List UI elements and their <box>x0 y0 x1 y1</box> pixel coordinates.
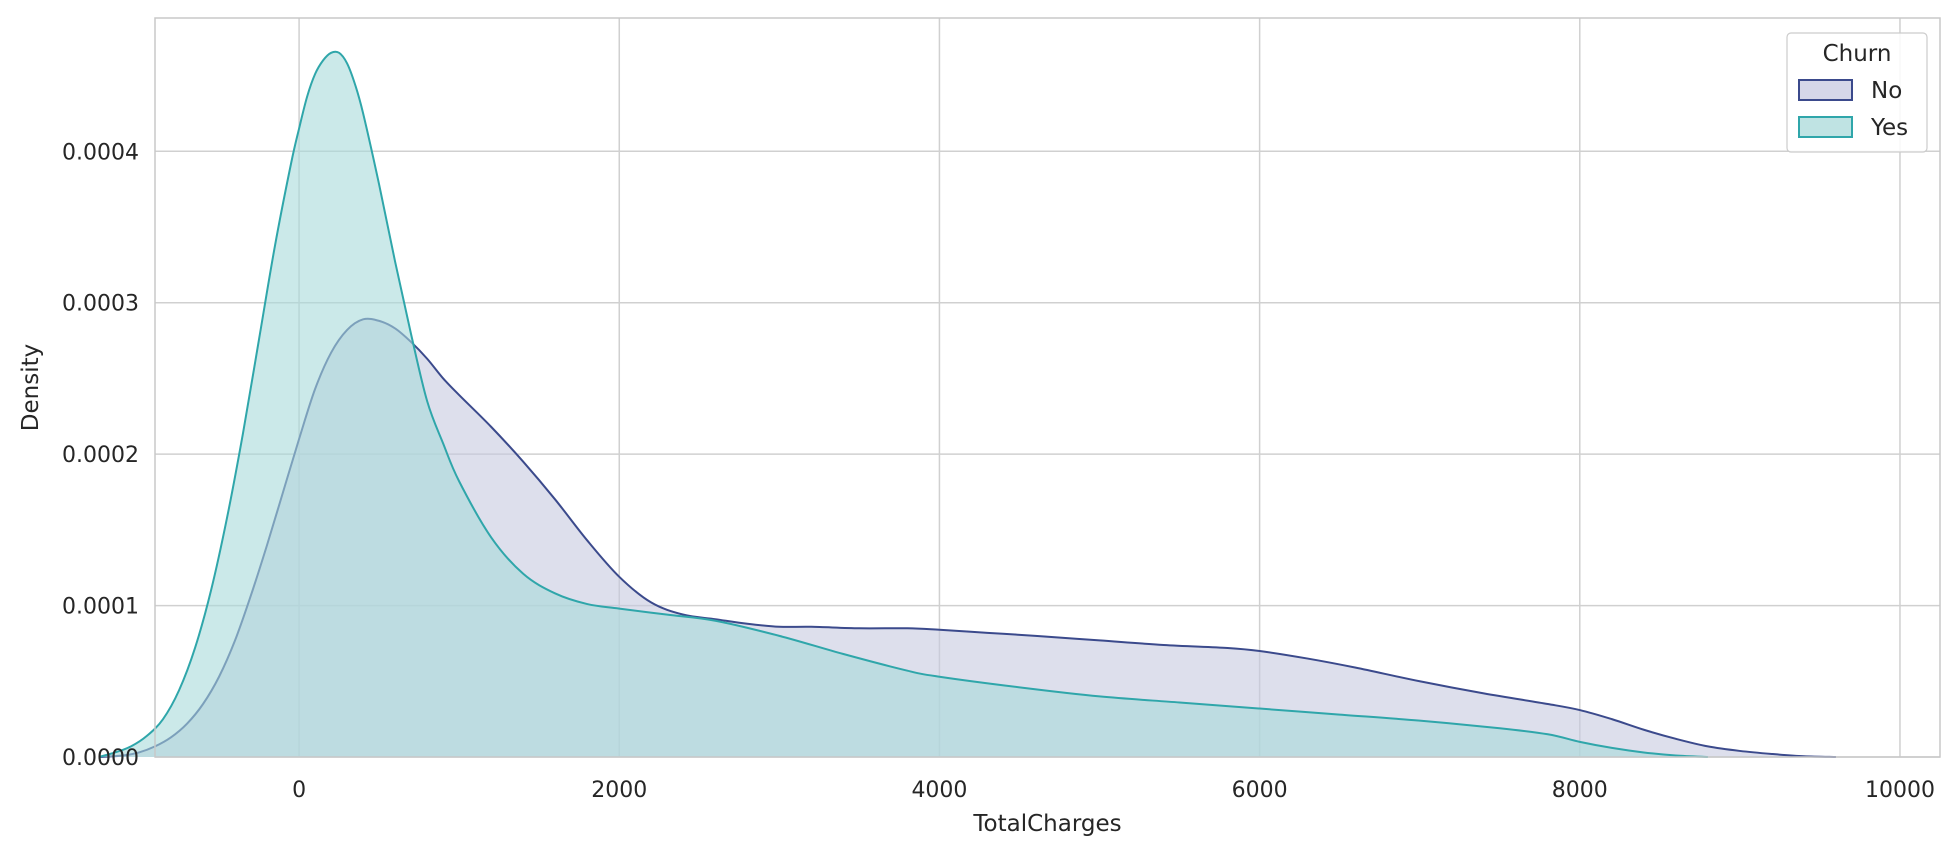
x-tick-label: 0 <box>292 778 306 803</box>
y-axis-label: Density <box>18 344 44 431</box>
series-areas <box>98 50 1836 758</box>
y-tick-label: 0.0003 <box>62 292 139 317</box>
x-tick-label: 2000 <box>591 778 647 803</box>
x-axis-label: TotalCharges <box>972 811 1121 837</box>
plot-frame <box>154 17 1941 758</box>
legend: Churn No Yes <box>1786 32 1928 153</box>
y-tick-label: 0.0001 <box>62 595 139 620</box>
legend-swatch-no <box>1798 79 1853 101</box>
legend-title: Churn <box>1823 41 1892 67</box>
series-area-yes <box>98 51 1708 758</box>
legend-label-no: No <box>1871 78 1902 104</box>
x-tick-label: 6000 <box>1232 778 1288 803</box>
legend-entries: No Yes <box>1798 78 1908 141</box>
y-axis-ticks: 0.0000 0.0001 0.0002 0.0003 0.0004 <box>62 140 139 771</box>
legend-label-yes: Yes <box>1870 115 1908 141</box>
y-tick-label: 0.0004 <box>62 140 139 165</box>
series-line-yes <box>98 50 1708 758</box>
x-tick-label: 8000 <box>1552 778 1608 803</box>
legend-swatch-yes <box>1798 116 1853 138</box>
x-axis-ticks: 0 2000 4000 6000 8000 10000 <box>292 778 1935 803</box>
x-tick-label: 10000 <box>1865 778 1935 803</box>
y-tick-label: 0.0002 <box>62 443 139 468</box>
x-tick-label: 4000 <box>911 778 967 803</box>
y-tick-label: 0.0000 <box>62 746 139 771</box>
